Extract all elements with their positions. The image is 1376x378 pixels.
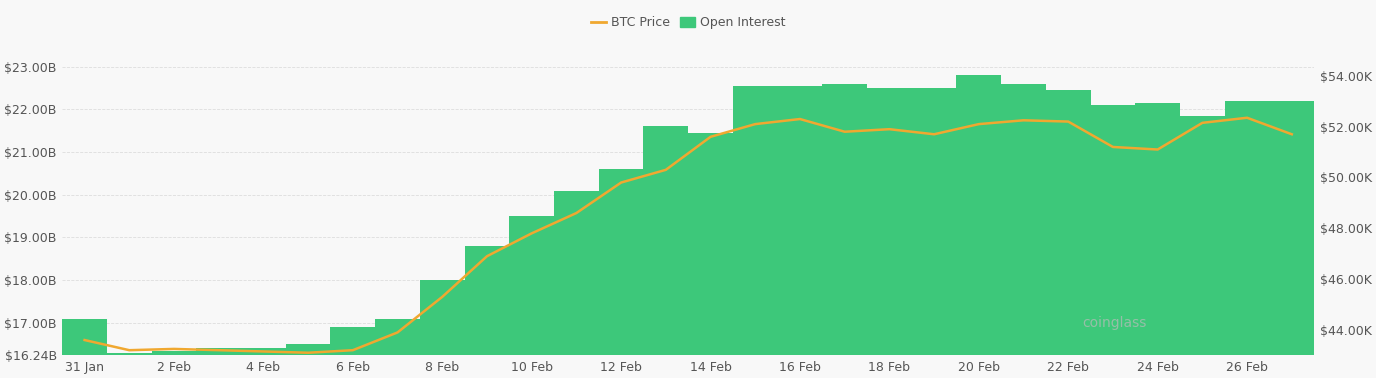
Bar (465, 246, 509, 355)
Bar (151, 350, 197, 355)
Bar (777, 86, 823, 355)
Bar (599, 169, 644, 355)
Bar (420, 280, 465, 355)
Bar (555, 191, 599, 355)
Bar (286, 344, 330, 355)
Bar (688, 133, 733, 355)
Bar (509, 216, 555, 355)
Bar (62, 319, 107, 355)
Text: coinglass: coinglass (1083, 316, 1148, 330)
Bar (107, 353, 151, 355)
Bar (1091, 105, 1135, 355)
Bar (330, 327, 376, 355)
Legend: BTC Price, Open Interest: BTC Price, Open Interest (586, 11, 790, 34)
Bar (733, 86, 777, 355)
Bar (376, 319, 420, 355)
Bar (241, 349, 286, 355)
Bar (197, 349, 241, 355)
Bar (1270, 101, 1314, 355)
Bar (1002, 84, 1046, 355)
Bar (644, 127, 688, 355)
Bar (1046, 90, 1091, 355)
Bar (1135, 103, 1181, 355)
Bar (867, 88, 912, 355)
Bar (1225, 101, 1270, 355)
Bar (912, 88, 956, 355)
Bar (823, 84, 867, 355)
Bar (1181, 116, 1225, 355)
Bar (956, 75, 1002, 355)
